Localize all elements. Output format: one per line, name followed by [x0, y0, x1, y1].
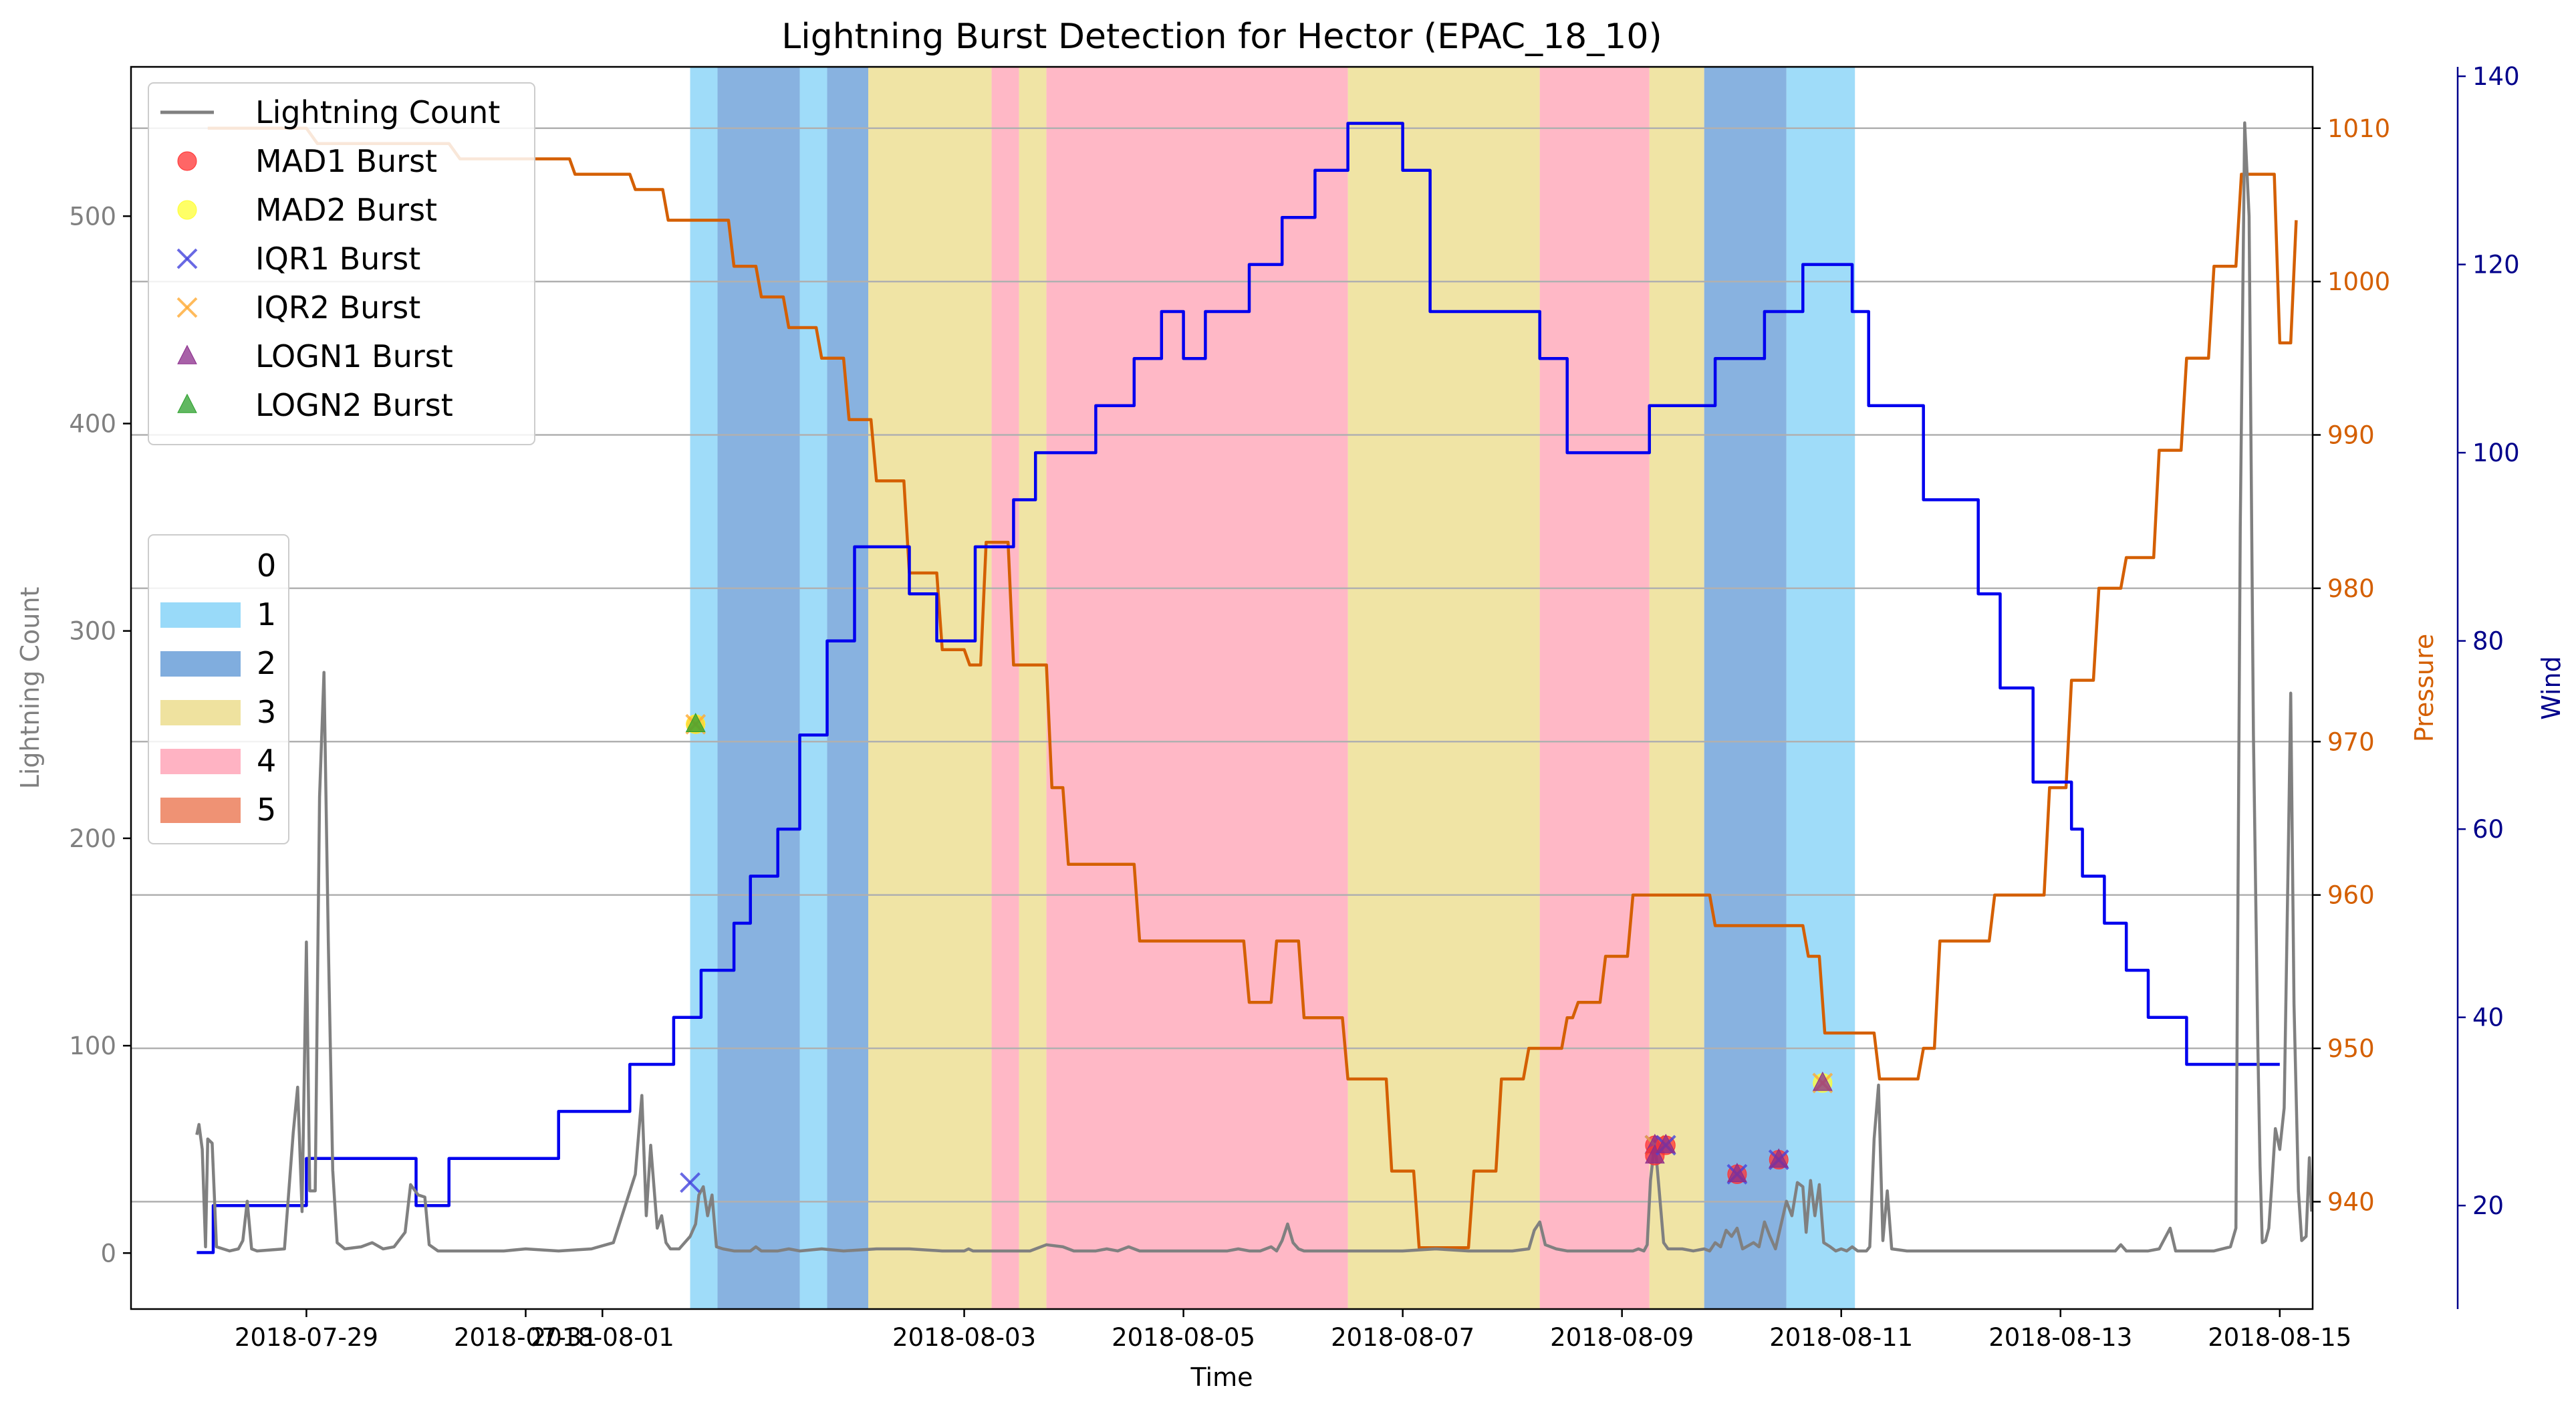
y-tick-label-wind: 120 — [2472, 251, 2520, 279]
category-band-1 — [799, 67, 827, 1309]
category-legend: 0 1 2 3 4 5 — [148, 534, 289, 844]
legend-swatch-mad1-burst — [177, 151, 197, 171]
x-tick-label: 2018-08-11 — [1769, 1323, 1913, 1352]
legend-category-label: 2 — [257, 645, 276, 681]
category-band-3 — [868, 67, 992, 1309]
y-axis-label-lightning: Lightning Count — [15, 587, 45, 790]
y-tick-label-pressure: 980 — [2327, 574, 2375, 603]
y-tick-label-pressure: 950 — [2327, 1034, 2375, 1063]
category-band-4 — [1046, 67, 1348, 1309]
x-axis-label: Time — [1190, 1363, 1253, 1392]
series-line-lightning-count — [195, 121, 2313, 1253]
y-tick-label-wind: 60 — [2472, 815, 2504, 844]
x-tick-label: 2018-08-01 — [531, 1323, 674, 1352]
legend-label: LOGN2 Burst — [255, 387, 453, 423]
legend-swatch-logn2-burst — [177, 393, 197, 413]
y-tick-label-wind: 100 — [2472, 439, 2520, 467]
legend-label: MAD2 Burst — [255, 192, 437, 228]
y-tick-label-wind: 40 — [2472, 1004, 2504, 1032]
category-band-1 — [690, 67, 718, 1309]
burst-markers — [680, 713, 1833, 1193]
legend-swatch-iqr2-burst-stroke — [176, 297, 198, 318]
series-lines — [195, 121, 2313, 1254]
y-tick-label-lightning: 0 — [100, 1239, 116, 1268]
category-band-4 — [1539, 67, 1650, 1309]
x-tick-label: 2018-08-15 — [2208, 1323, 2351, 1352]
y-tick-label-lightning: 100 — [69, 1032, 116, 1060]
legend-category-swatch — [160, 602, 241, 628]
legend-category-label: 5 — [257, 792, 276, 828]
legend-swatch-logn1-burst — [177, 344, 197, 364]
y-tick-label-wind: 140 — [2472, 62, 2520, 91]
burst-marker-logn1-burst — [1813, 1071, 1833, 1091]
y-tick-label-lightning: 200 — [69, 824, 116, 853]
burst-marker-logn1-burst — [1769, 1148, 1789, 1168]
category-bands — [690, 67, 1855, 1309]
series-legend-frame — [148, 82, 535, 445]
burst-marker-iqr1-burst — [680, 1172, 700, 1193]
burst-marker-logn2-burst — [685, 713, 706, 733]
category-band-1 — [1786, 67, 1855, 1309]
y-tick-label-pressure: 990 — [2327, 421, 2375, 450]
legend-swatch-iqr1-burst-stroke — [176, 248, 198, 269]
series-line-pressure — [207, 126, 2298, 1250]
legend-label: IQR1 Burst — [255, 241, 420, 277]
category-band-3 — [1649, 67, 1704, 1309]
category-band-2 — [1704, 67, 1787, 1309]
series-legend: Lightning Count MAD1 Burst MAD2 Burst IQR1 … — [148, 82, 535, 445]
legend-category-label: 1 — [257, 596, 276, 632]
legend-category-swatch — [160, 554, 241, 579]
y-axis-label-pressure: Pressure — [2410, 634, 2439, 742]
legend-category-swatch — [160, 700, 241, 725]
category-band-2 — [717, 67, 800, 1309]
category-band-3 — [1019, 67, 1047, 1309]
category-band-3 — [1347, 67, 1540, 1309]
legend-label: Lightning Count — [255, 94, 500, 130]
chart-title: Lightning Burst Detection for Hector (EP… — [781, 17, 1662, 57]
burst-marker-logn1-burst — [1656, 1133, 1676, 1153]
burst-marker-iqr1-burst-stroke — [680, 1172, 700, 1193]
legend-label: IQR2 Burst — [255, 289, 420, 326]
legend-category-swatch — [160, 798, 241, 823]
legend-category-label: 3 — [257, 694, 276, 730]
series-line-wind — [197, 122, 2280, 1254]
category-band-4 — [991, 67, 1019, 1309]
legend-swatch-mad2-burst — [177, 200, 197, 220]
y-tick-label-lightning: 400 — [69, 410, 116, 439]
legend-category-swatch — [160, 749, 241, 774]
y-tick-label-pressure: 1010 — [2327, 114, 2390, 143]
legend-label: MAD1 Burst — [255, 143, 437, 179]
y-axis-label-wind: Wind — [2537, 656, 2566, 720]
legend-category-swatch — [160, 651, 241, 677]
y-tick-label-pressure: 940 — [2327, 1187, 2375, 1216]
legend-swatch-iqr1-burst — [176, 248, 198, 269]
legend-swatch-iqr2-burst — [176, 297, 198, 318]
burst-marker-logn1-burst — [1727, 1163, 1747, 1183]
plot-frame — [130, 66, 2314, 1310]
y-tick-label-wind: 80 — [2472, 627, 2504, 656]
legend-category-label: 4 — [257, 743, 276, 779]
y-tick-label-pressure: 970 — [2327, 727, 2375, 756]
x-tick-label: 2018-08-07 — [1331, 1323, 1474, 1352]
x-tick-label: 2018-08-03 — [892, 1323, 1036, 1352]
y-tick-label-pressure: 1000 — [2327, 267, 2390, 296]
x-tick-label: 2018-08-13 — [1988, 1323, 2132, 1352]
x-tick-label: 2018-08-05 — [1112, 1323, 1255, 1352]
y-tick-label-lightning: 300 — [69, 617, 116, 646]
y-tick-label-wind: 20 — [2472, 1191, 2504, 1220]
y-tick-label-lightning: 500 — [69, 202, 116, 231]
category-band-2 — [827, 67, 869, 1309]
x-tick-label: 2018-08-09 — [1550, 1323, 1694, 1352]
x-tick-label: 2018-07-29 — [235, 1323, 378, 1352]
legend-category-label: 0 — [257, 548, 276, 584]
legend-label: LOGN1 Burst — [255, 338, 453, 374]
y-tick-label-pressure: 960 — [2327, 881, 2375, 910]
x-tick-label: 2018-07-31 — [454, 1323, 598, 1352]
burst-marker-logn1-burst — [1645, 1144, 1665, 1164]
